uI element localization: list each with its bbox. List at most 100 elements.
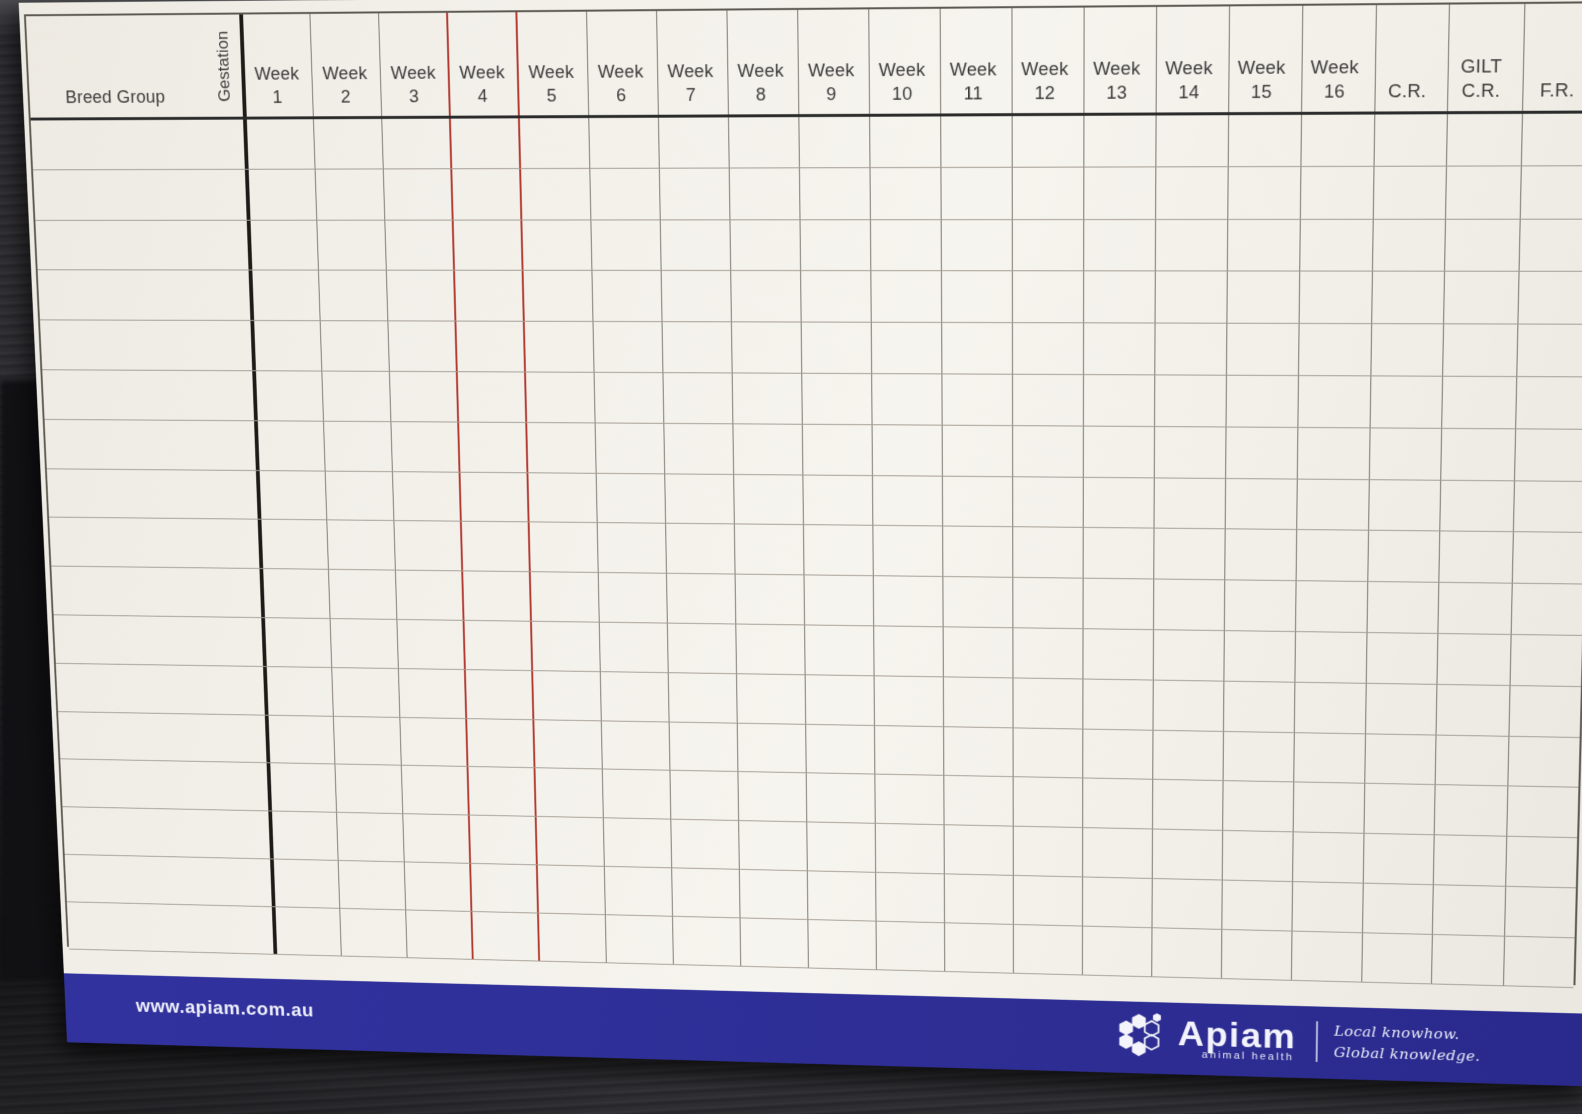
week-5-header-cell: Week 5 xyxy=(515,12,587,117)
week-header-text: Week xyxy=(322,63,368,86)
fr-label: F.R. xyxy=(1540,79,1575,103)
week-1-header-cell: Week 1 xyxy=(241,14,313,118)
column-line xyxy=(586,12,607,962)
column-line xyxy=(1151,7,1157,976)
grid-row-line xyxy=(51,566,1582,585)
week-header-text: 2 xyxy=(340,86,351,109)
column-line xyxy=(1430,5,1449,984)
breeding-planner-table: Breed Group Week 1 Week 2 Week 3 Week 4 Week 5 Week… xyxy=(24,1,1582,985)
week-header-text: 14 xyxy=(1178,81,1199,105)
tagline-line-2: Global knowledge. xyxy=(1333,1042,1480,1068)
column-line xyxy=(1290,6,1303,980)
week-header-text: Week xyxy=(1311,56,1359,80)
week-header-text: Week xyxy=(950,59,997,83)
cr-header-cell: C.R. xyxy=(1371,5,1445,113)
week-header-text: Week xyxy=(1238,57,1286,81)
grid-row-line xyxy=(47,468,1582,482)
week-16-header-cell: Week 16 xyxy=(1298,5,1373,113)
gestation-label: Gestation xyxy=(213,31,235,102)
grid-row-line xyxy=(40,320,1582,325)
week-header-text: 16 xyxy=(1324,80,1345,104)
week-header-text: Week xyxy=(879,59,926,83)
week-13-header-cell: Week 13 xyxy=(1081,7,1153,114)
red-marker-line xyxy=(446,13,474,959)
column-line xyxy=(797,10,809,967)
column-line xyxy=(378,13,408,957)
week-15-header-cell: Week 15 xyxy=(1225,6,1299,113)
column-line xyxy=(868,9,877,969)
brand-wordmark: Apiam animal health xyxy=(1178,1016,1297,1063)
grid-row-line xyxy=(60,759,1578,788)
week-header-text: 9 xyxy=(826,83,836,106)
week-header-text: Week xyxy=(667,60,713,83)
week-6-header-cell: Week 6 xyxy=(585,11,657,116)
website-url: www.apiam.com.au xyxy=(136,996,315,1021)
week-12-header-cell: Week 12 xyxy=(1009,8,1081,115)
week-header-text: Week xyxy=(254,63,299,86)
week-8-header-cell: Week 8 xyxy=(725,10,797,115)
hexagon-logo-icon xyxy=(1117,1009,1170,1066)
week-header-text: Week xyxy=(528,61,574,84)
column-line xyxy=(656,11,674,964)
grid-row-line xyxy=(62,806,1577,838)
column-line xyxy=(309,14,342,955)
brand-tagline: Local knowhow. Global knowledge. xyxy=(1333,1021,1481,1068)
grid-row-line xyxy=(49,517,1582,533)
week-header-text: 11 xyxy=(964,82,983,105)
fr-header-cell: F.R. xyxy=(1518,3,1582,112)
grid-row-line xyxy=(54,614,1582,636)
week-header-text: 4 xyxy=(477,85,488,108)
week-header-text: Week xyxy=(598,61,644,84)
week-11-header-cell: Week 11 xyxy=(937,8,1009,114)
column-line xyxy=(1011,8,1014,972)
grid-row-line xyxy=(45,419,1582,430)
week-4-header-cell: Week 4 xyxy=(446,12,518,116)
week-header-text: Week xyxy=(737,60,783,83)
week-header-text: 5 xyxy=(546,84,557,107)
column-line xyxy=(1361,5,1377,981)
footer-banner: www.apiam.com.au Api xyxy=(64,973,1582,1086)
brand-subtitle: animal health xyxy=(1202,1049,1294,1063)
table-header-row: Breed Group Week 1 Week 2 Week 3 Week 4 Week 5 Week… xyxy=(26,3,1582,118)
column-line xyxy=(1220,6,1229,977)
gilt-cr-label: C.R. xyxy=(1461,79,1500,103)
column-line xyxy=(939,9,945,971)
week-header-text: 13 xyxy=(1106,81,1127,105)
week-14-header-cell: Week 14 xyxy=(1153,6,1226,113)
week-header-text: 3 xyxy=(409,85,420,108)
week-header-text: 8 xyxy=(756,83,766,106)
gestation-column-header: Gestation xyxy=(203,15,245,118)
breed-group-label: Breed Group xyxy=(65,86,166,109)
week-header-text: Week xyxy=(808,60,855,84)
column-line xyxy=(1503,4,1526,985)
week-header-text: 12 xyxy=(1034,82,1055,105)
grid-row-line xyxy=(65,854,1576,888)
whiteboard-planner: Breed Group Week 1 Week 2 Week 3 Week 4 Week 5 Week… xyxy=(19,0,1582,1086)
grid-row-line xyxy=(38,270,1582,273)
column-line xyxy=(1081,8,1084,975)
week-9-header-cell: Week 9 xyxy=(795,9,867,115)
grid-row-line xyxy=(67,901,1575,938)
brand-name: Apiam xyxy=(1178,1016,1297,1053)
week-header-text: Week xyxy=(1093,58,1140,82)
logo-divider xyxy=(1316,1021,1319,1062)
photo-scene: Breed Group Week 1 Week 2 Week 3 Week 4 Week 5 Week… xyxy=(0,0,1582,1114)
gestation-divider-line xyxy=(239,14,277,953)
week-header-text: 6 xyxy=(616,84,626,107)
week-header-text: 1 xyxy=(272,86,283,109)
gilt-cr-label: GILT xyxy=(1461,55,1503,79)
grid-row-line xyxy=(33,165,1582,170)
week-header-text: Week xyxy=(459,62,505,85)
grid-row-line xyxy=(35,218,1582,220)
week-header-text: 10 xyxy=(892,82,913,105)
week-7-header-cell: Week 7 xyxy=(654,11,726,116)
apiam-logo: Apiam animal health Local knowhow. Globa… xyxy=(1117,1009,1481,1074)
grid-row-line xyxy=(42,369,1582,377)
week-header-text: Week xyxy=(1021,58,1068,82)
grid-row-line xyxy=(56,663,1581,687)
column-line xyxy=(726,11,741,966)
red-marker-line xyxy=(515,12,540,960)
week-header-text: Week xyxy=(1165,57,1213,81)
cr-label: C.R. xyxy=(1388,80,1427,104)
week-header-text: 15 xyxy=(1251,80,1272,104)
